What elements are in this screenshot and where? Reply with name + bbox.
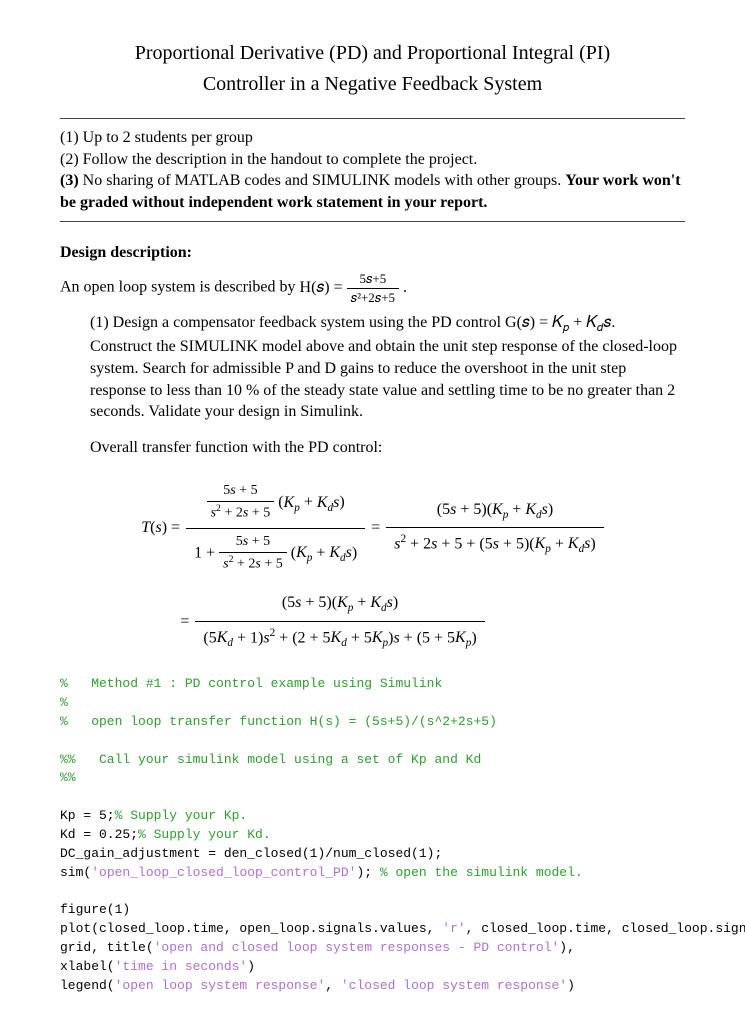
transfer-function-equation: T(s) = 5s + 5s2 + 2s + 5 (Kp + Kds) 1 + … xyxy=(60,478,685,655)
code-l11a: sim( xyxy=(60,865,91,880)
page-title-line2: Controller in a Negative Feedback System xyxy=(60,71,685,98)
hs-denominator: 𝑠²+2𝑠+5 xyxy=(347,289,399,307)
design-intro-text: An open loop system is described by xyxy=(60,279,300,296)
code-l14a: plot(closed_loop.time, open_loop.signals… xyxy=(60,921,442,936)
hs-period: . xyxy=(399,279,407,296)
design-intro-line: An open loop system is described by H(𝑠)… xyxy=(60,270,685,306)
s-text: 𝑠. xyxy=(603,314,615,331)
code-l17a: legend( xyxy=(60,978,115,993)
code-l15c: ), xyxy=(559,940,575,955)
instruction-3: (3) No sharing of MATLAB codes and SIMUL… xyxy=(60,170,685,213)
code-l11c: ); xyxy=(356,865,379,880)
code-l14b: 'r' xyxy=(442,921,465,936)
code-l3: % open loop transfer function H(s) = (5s… xyxy=(60,714,497,729)
code-l16a: xlabel( xyxy=(60,959,115,974)
code-l11d: % open the simulink model. xyxy=(380,865,583,880)
code-l16c: ) xyxy=(247,959,255,974)
divider-top xyxy=(60,118,685,119)
divider-mid xyxy=(60,221,685,222)
code-l17d: 'closed loop system response' xyxy=(341,978,567,993)
code-l13: figure(1) xyxy=(60,902,130,917)
hs-fraction: 5𝑠+5𝑠²+2𝑠+5 xyxy=(347,270,399,306)
code-l1: % Method #1 : PD control example using S… xyxy=(60,676,442,691)
instruction-1: (1) Up to 2 students per group xyxy=(60,127,685,149)
design-item-1: (1) Design a compensator feedback system… xyxy=(90,312,685,458)
code-l17c: , xyxy=(325,978,341,993)
code-l17b: 'open loop system response' xyxy=(115,978,326,993)
code-l16b: 'time in seconds' xyxy=(115,959,248,974)
code-l15a: grid, title( xyxy=(60,940,154,955)
code-l17e: ) xyxy=(567,978,575,993)
code-l11b: 'open_loop_closed_loop_control_PD' xyxy=(91,865,356,880)
plus-text: + 𝐾 xyxy=(569,314,597,331)
instruction-2: (2) Follow the description in the handou… xyxy=(60,149,685,171)
code-l10: DC_gain_adjustment = den_closed(1)/num_c… xyxy=(60,846,442,861)
instructions-block: (1) Up to 2 students per group (2) Follo… xyxy=(60,127,685,213)
overall-tf-label: Overall transfer function with the PD co… xyxy=(90,437,685,459)
code-l9a: Kd = 0.25; xyxy=(60,827,138,842)
hs-equation: H(𝑠) = 5𝑠+5𝑠²+2𝑠+5 . xyxy=(300,279,408,296)
design-description-header: Design description: xyxy=(60,242,685,264)
code-l2: % xyxy=(60,695,68,710)
design-item-1-body: Construct the SIMULINK model above and o… xyxy=(90,336,685,422)
code-l5: %% Call your simulink model using a set … xyxy=(60,752,481,767)
instruction-3-text: No sharing of MATLAB codes and SIMULINK … xyxy=(79,172,566,189)
code-l8a: Kp = 5; xyxy=(60,808,115,823)
design-item-1a: (1) Design a compensator feedback system… xyxy=(90,314,563,331)
code-l9b: % Supply your Kd. xyxy=(138,827,271,842)
code-l15b: 'open and closed loop system responses -… xyxy=(154,940,560,955)
hs-numerator: 5𝑠+5 xyxy=(347,270,399,289)
code-l8b: % Supply your Kp. xyxy=(115,808,248,823)
page-title-line1: Proportional Derivative (PD) and Proport… xyxy=(60,40,685,67)
matlab-code-block: % Method #1 : PD control example using S… xyxy=(60,675,685,995)
instruction-3-num: (3) xyxy=(60,172,79,189)
code-l14c: , closed_loop.time, closed_loop.signals.… xyxy=(466,921,745,936)
design-item-1-line1: (1) Design a compensator feedback system… xyxy=(90,312,685,336)
code-l6: %% xyxy=(60,770,76,785)
hs-label: H(𝑠) = xyxy=(300,279,347,296)
